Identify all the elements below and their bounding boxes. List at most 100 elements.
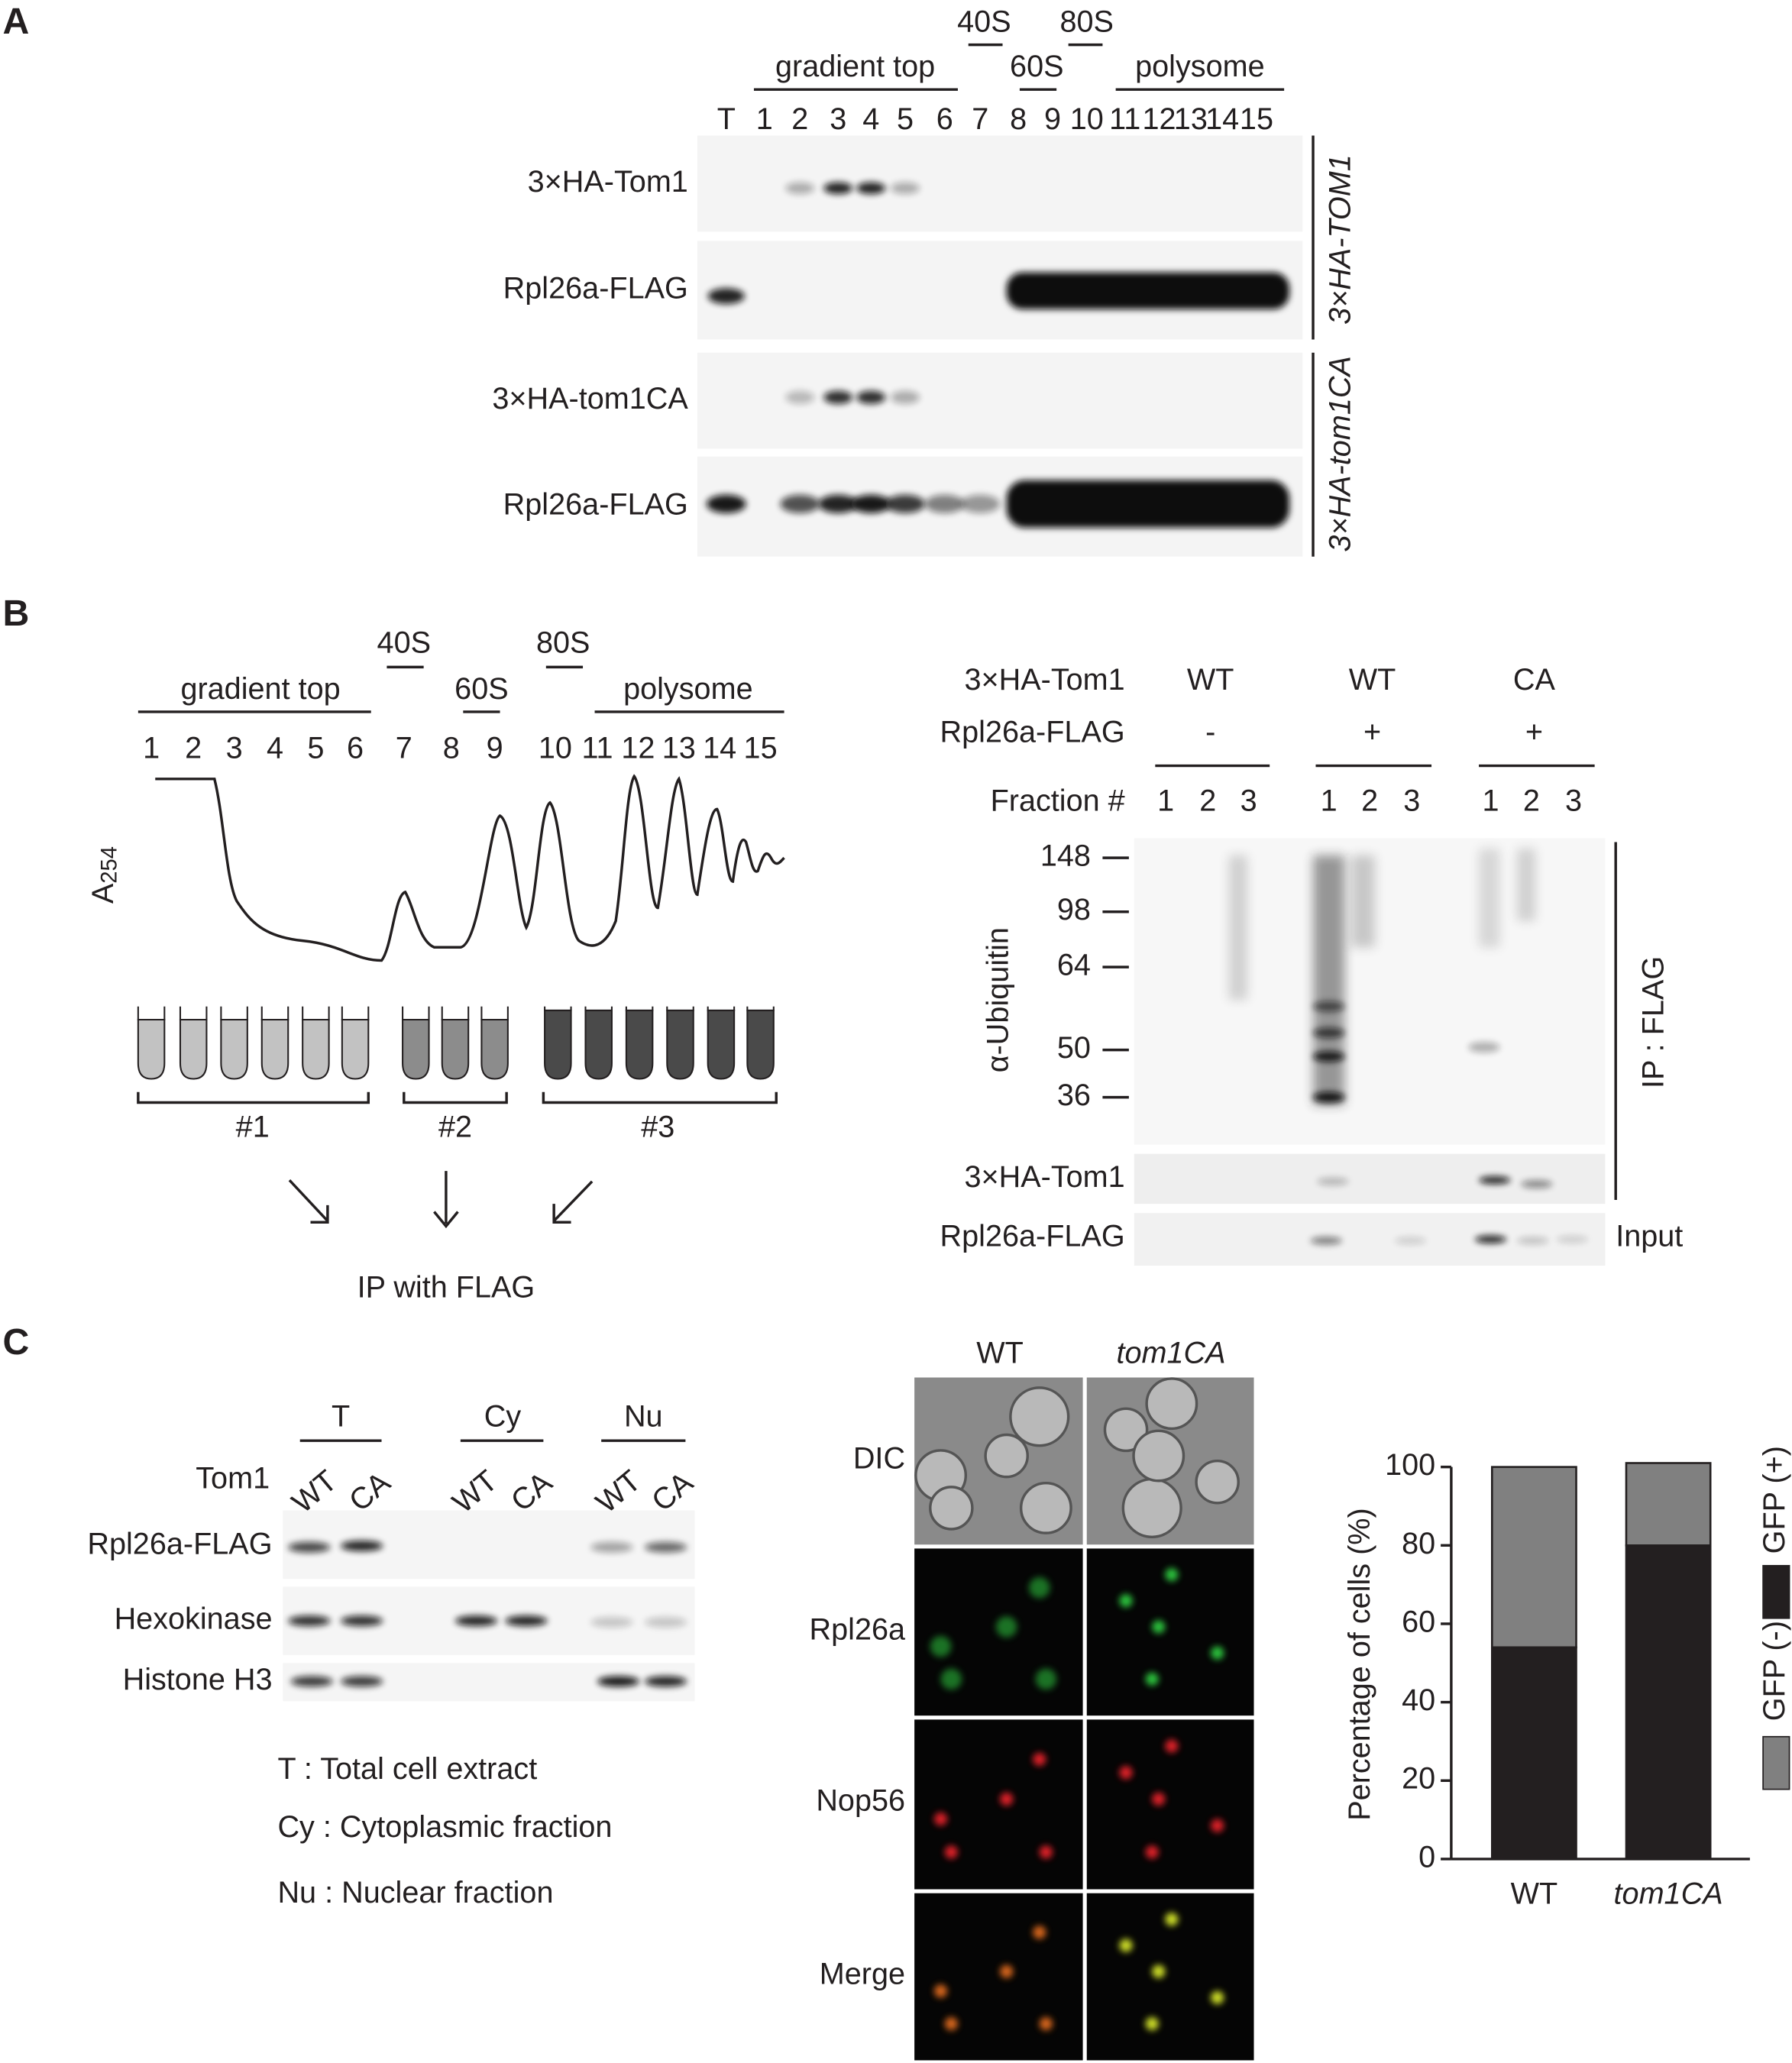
cell: - xyxy=(1205,716,1215,749)
smear xyxy=(1517,849,1536,921)
fraction-number: 2 xyxy=(1361,784,1378,817)
marker: 40S xyxy=(957,5,1011,39)
tube xyxy=(220,1006,248,1021)
marker: 40S xyxy=(377,626,431,660)
tube-fill xyxy=(260,1018,290,1080)
row-label: Rpl26a-FLAG xyxy=(503,271,688,305)
cell xyxy=(1103,1407,1149,1453)
marker: gradient top xyxy=(180,672,340,706)
tom1-label: Tom1 xyxy=(196,1461,270,1495)
group: Nu xyxy=(624,1399,663,1433)
fraction-number: 3 xyxy=(1403,784,1420,817)
lane-label: 12 xyxy=(1142,102,1176,136)
row-label: Rpl26a xyxy=(810,1612,906,1646)
mw-label: 64 xyxy=(1057,949,1091,982)
tube xyxy=(137,1006,166,1021)
signal xyxy=(933,1984,948,1998)
row-label: Hexokinase xyxy=(115,1602,273,1636)
lane-label: 13 xyxy=(1174,102,1208,136)
band xyxy=(290,1676,333,1687)
signal xyxy=(944,1845,958,1859)
x-tick-label: WT xyxy=(1511,1877,1558,1911)
signal xyxy=(940,1668,962,1690)
signal xyxy=(1145,1845,1159,1859)
signal xyxy=(1211,1819,1224,1832)
tubes xyxy=(137,1006,775,1080)
tube xyxy=(179,1006,208,1021)
signal xyxy=(1211,1990,1224,2005)
row-label: Rpl26a-FLAG xyxy=(940,716,1125,749)
fraction-label: 2 xyxy=(185,731,202,765)
tube-fill xyxy=(402,1018,430,1080)
band xyxy=(597,1676,640,1687)
y-axis-title: Percentage of cells (%) xyxy=(1343,1508,1376,1820)
tube-fill xyxy=(707,1009,736,1080)
y-tick-label: 80 xyxy=(1402,1527,1435,1560)
tube-fill xyxy=(341,1018,370,1080)
signal xyxy=(944,2017,958,2031)
band xyxy=(1313,1001,1345,1012)
signal xyxy=(1165,1567,1179,1582)
tube-fill xyxy=(666,1009,694,1080)
cell xyxy=(1132,1429,1186,1483)
lane-label: 8 xyxy=(1010,102,1027,136)
micrograph xyxy=(914,1893,1083,2061)
band xyxy=(1556,1235,1589,1243)
marker: 80S xyxy=(1060,5,1114,39)
y-tick-label: 60 xyxy=(1402,1605,1435,1638)
band xyxy=(1313,1091,1345,1103)
marker: gradient top xyxy=(775,50,935,83)
fraction-label: 12 xyxy=(621,731,655,765)
lane-label: 15 xyxy=(1240,102,1273,136)
signal xyxy=(1039,2017,1053,2031)
legend-line: T : Total cell extract xyxy=(277,1752,537,1786)
fraction-label: 13 xyxy=(662,731,696,765)
band xyxy=(1394,1237,1427,1245)
fraction-label: 11 xyxy=(581,731,613,765)
tube xyxy=(480,1006,509,1021)
fraction-number: 1 xyxy=(1483,784,1499,817)
band xyxy=(960,494,1001,513)
lane-label: 1 xyxy=(756,102,773,136)
tube-fill xyxy=(302,1018,330,1080)
row-label: Fraction # xyxy=(991,784,1125,817)
band xyxy=(785,390,815,404)
band xyxy=(780,494,820,513)
band xyxy=(645,1616,687,1628)
genotype: CA xyxy=(645,1465,700,1518)
y-tick-label: 100 xyxy=(1385,1448,1435,1482)
band xyxy=(1006,480,1290,528)
row-label: 3×HA-Tom1 xyxy=(528,165,688,199)
smear xyxy=(1479,849,1500,948)
band xyxy=(891,390,920,404)
fraction-label: 4 xyxy=(267,731,283,765)
ip-label: IP : FLAG xyxy=(1636,956,1670,1088)
genotype: CA xyxy=(343,1465,397,1518)
signal xyxy=(1119,1939,1133,1952)
bands xyxy=(288,1541,687,1687)
signal xyxy=(1152,1792,1166,1806)
y-tick-label: 40 xyxy=(1402,1683,1435,1717)
y-label: A254 xyxy=(86,846,121,904)
marker: 60S xyxy=(454,672,508,706)
panel-label: B xyxy=(2,593,29,634)
tube xyxy=(402,1006,430,1021)
band xyxy=(1474,1235,1507,1243)
band xyxy=(590,1616,633,1628)
signal xyxy=(1211,1646,1224,1660)
fraction-label: 7 xyxy=(396,731,412,765)
y-label-main: A254 xyxy=(86,846,121,904)
row-label: Nop56 xyxy=(816,1783,905,1817)
signal xyxy=(1028,1576,1050,1599)
blot xyxy=(697,135,1303,232)
panel-label: A xyxy=(2,1,29,42)
band xyxy=(1317,1177,1349,1186)
band xyxy=(924,494,965,513)
absorbance-profile xyxy=(155,774,785,962)
smear xyxy=(1313,855,1345,1105)
band xyxy=(1313,1051,1345,1062)
band xyxy=(856,390,886,404)
fraction-label: 15 xyxy=(744,731,778,765)
